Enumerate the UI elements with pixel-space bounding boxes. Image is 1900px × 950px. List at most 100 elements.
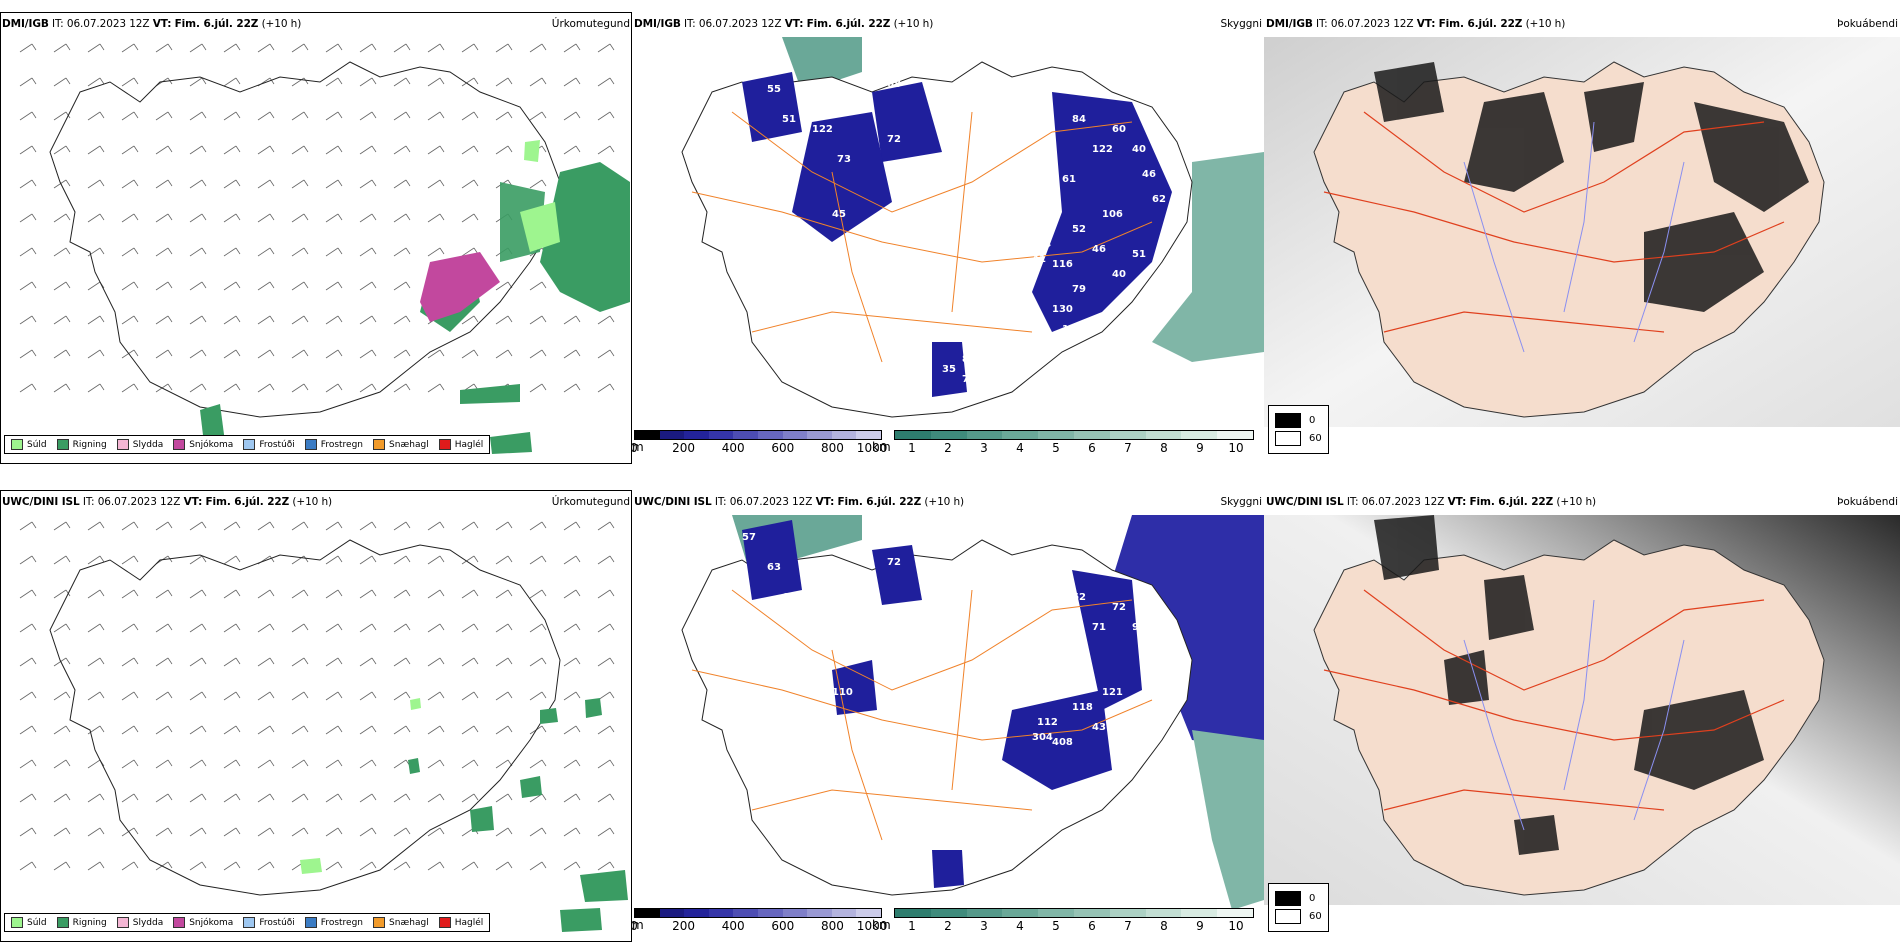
wind-barb xyxy=(87,657,105,667)
wind-barb xyxy=(223,623,241,633)
legend-swatch xyxy=(373,439,386,450)
wind-barb xyxy=(427,657,445,667)
fog-panel-1: DMI/IGB IT: 06.07.2023 12Z VT: Fim. 6.jú… xyxy=(1264,12,1900,464)
wind-barb xyxy=(53,281,71,291)
wind-barb xyxy=(257,179,275,189)
ceiling-value-label: 45 xyxy=(832,209,846,220)
wind-barb xyxy=(121,589,139,599)
fog-legend-swatch xyxy=(1275,909,1301,924)
wind-barb xyxy=(393,315,411,325)
ceiling-value-label: 122 xyxy=(812,124,833,135)
fog-legend-swatch xyxy=(1275,413,1301,428)
wind-barb xyxy=(291,793,309,803)
wind-barb xyxy=(189,145,207,155)
wind-barb xyxy=(325,111,343,121)
legend-item: Snjókoma xyxy=(173,917,233,928)
legend-item: Snæhagl xyxy=(373,439,429,450)
wind-barb xyxy=(563,623,581,633)
wind-barb xyxy=(427,43,445,53)
legend-swatch xyxy=(11,917,23,928)
wind-barb xyxy=(359,691,377,701)
wind-barb xyxy=(291,725,309,735)
wind-barb xyxy=(19,589,37,599)
wind-barb xyxy=(87,861,105,871)
wind-barb xyxy=(325,521,343,531)
ceiling-value-label: 62 xyxy=(1072,592,1086,603)
wind-barb xyxy=(359,145,377,155)
ceiling-scale: 0 200 400 600 800 1000 m xyxy=(632,908,887,934)
wind-barb xyxy=(427,759,445,769)
wind-barb xyxy=(563,827,581,837)
wind-barb xyxy=(495,657,513,667)
wind-barb xyxy=(189,725,207,735)
wind-barb xyxy=(461,759,479,769)
precip-legend: Súld Rigning Slydda Snjókoma Frostúði Fr… xyxy=(4,435,491,454)
wind-barb xyxy=(597,145,615,155)
wind-barb xyxy=(257,349,275,359)
wind-barb xyxy=(189,247,207,257)
wind-barb xyxy=(19,43,37,53)
legend-swatch xyxy=(116,439,129,450)
wind-barb xyxy=(223,77,241,87)
panel-title: Skyggni xyxy=(1220,496,1263,508)
wind-barb xyxy=(121,43,139,53)
fog-map-1 xyxy=(1264,37,1900,427)
wind-barb xyxy=(121,623,139,633)
panel-title: Skyggni xyxy=(1220,18,1263,30)
wind-barb xyxy=(53,213,71,223)
wind-barb xyxy=(189,657,207,667)
wind-barb xyxy=(393,657,411,667)
ceiling-value-label: 122 xyxy=(967,577,988,588)
wind-barb xyxy=(461,691,479,701)
ceiling-value-label: 74 xyxy=(962,374,976,385)
wind-barb xyxy=(461,349,479,359)
wind-barb xyxy=(597,383,615,393)
wind-barb xyxy=(291,315,309,325)
wind-barb xyxy=(223,589,241,599)
wind-barb xyxy=(121,145,139,155)
wind-barb xyxy=(597,521,615,531)
wind-barb xyxy=(529,281,547,291)
wind-barb xyxy=(597,315,615,325)
visibility-area xyxy=(1152,152,1264,362)
wind-barb xyxy=(291,759,309,769)
wind-barb xyxy=(597,725,615,735)
visibility-panel-1: DMI/IGB IT: 06.07.2023 12Z VT: Fim. 6.jú… xyxy=(632,12,1264,464)
wind-barb xyxy=(121,521,139,531)
wind-barb xyxy=(121,349,139,359)
wind-barb xyxy=(427,77,445,87)
wind-barb xyxy=(529,555,547,565)
wind-barb xyxy=(189,861,207,871)
wind-barb xyxy=(359,759,377,769)
ceiling-value-label: 112 xyxy=(1037,717,1058,728)
ceiling-scale-ticks: 0 200 400 600 800 1000 xyxy=(632,441,888,455)
wind-barb xyxy=(19,247,37,257)
wind-barb xyxy=(393,111,411,121)
wind-barb xyxy=(257,725,275,735)
wind-barb xyxy=(53,555,71,565)
fog-legend-swatch xyxy=(1275,891,1301,906)
ceiling-value-label: 63 xyxy=(782,592,796,603)
ceiling-value-label: 40 xyxy=(1132,144,1146,155)
wind-barb xyxy=(19,281,37,291)
ceiling-value-label: 64 xyxy=(1037,239,1051,250)
wind-barb xyxy=(19,657,37,667)
ceiling-value-label: 70 xyxy=(792,622,806,633)
wind-barb xyxy=(257,315,275,325)
wind-barb xyxy=(189,555,207,565)
wind-barb xyxy=(495,793,513,803)
wind-barb xyxy=(155,315,173,325)
wind-barb xyxy=(393,589,411,599)
wind-barb xyxy=(393,691,411,701)
wind-barb xyxy=(87,623,105,633)
panel-header: UWC/DINI ISL IT: 06.07.2023 12Z VT: Fim.… xyxy=(2,496,333,508)
wind-barb xyxy=(87,521,105,531)
wind-barb xyxy=(291,179,309,189)
panel-title: Þokuábendi xyxy=(1837,18,1898,30)
ceiling-value-label: 118 xyxy=(1072,702,1093,713)
wind-barb xyxy=(529,111,547,121)
wind-barb xyxy=(393,213,411,223)
wind-barb xyxy=(325,281,343,291)
wind-barb xyxy=(563,657,581,667)
wind-barb xyxy=(87,145,105,155)
